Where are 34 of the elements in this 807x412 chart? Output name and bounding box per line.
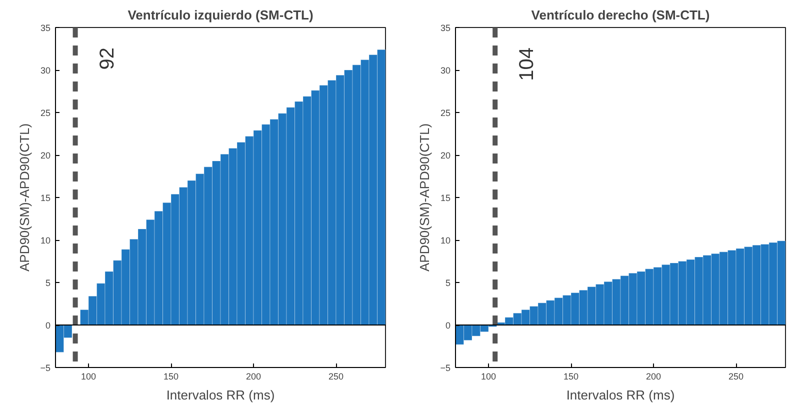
y-tick-label: 5 (445, 278, 451, 288)
x-tick-label: 100 (480, 372, 496, 382)
x-tick-label: 250 (328, 372, 344, 382)
y-tick-label: 25 (440, 108, 451, 118)
y-tick-label: 5 (45, 278, 51, 288)
x-axis-title: Intervalos RR (ms) (566, 388, 675, 402)
y-tick-label: −5 (40, 363, 51, 373)
y-tick-label: 0 (45, 320, 51, 330)
ref-line-label: 92 (96, 47, 118, 70)
y-tick-label: −5 (440, 363, 451, 373)
y-tick-label: 10 (440, 236, 451, 246)
x-tick-label: 250 (728, 372, 744, 382)
y-tick-label: 35 (40, 23, 51, 33)
y-tick-label: 30 (440, 66, 451, 76)
y-tick-label: 15 (40, 193, 51, 203)
x-tick-label: 200 (246, 372, 262, 382)
ref-line-label: 104 (516, 47, 538, 81)
y-tick-label: 15 (440, 193, 451, 203)
y-tick-label: 35 (440, 23, 451, 33)
x-axis-title: Intervalos RR (ms) (166, 388, 275, 402)
y-tick-label: 20 (40, 150, 51, 160)
y-tick-label: 25 (40, 108, 51, 118)
y-tick-label: 20 (440, 150, 451, 160)
y-tick-label: 0 (445, 320, 451, 330)
x-tick-label: 100 (80, 372, 96, 382)
y-axis-title: APD90(SM)-APD90(CTL) (17, 123, 32, 272)
chart-title: Ventrículo derecho (SM-CTL) (531, 8, 710, 22)
y-tick-label: 10 (40, 236, 51, 246)
chart-title: Ventrículo izquierdo (SM-CTL) (128, 8, 314, 22)
y-axis-title: APD90(SM)-APD90(CTL) (417, 123, 432, 272)
x-tick-label: 200 (646, 372, 662, 382)
x-tick-label: 150 (163, 372, 179, 382)
x-tick-label: 150 (563, 372, 579, 382)
y-tick-label: 30 (40, 66, 51, 76)
